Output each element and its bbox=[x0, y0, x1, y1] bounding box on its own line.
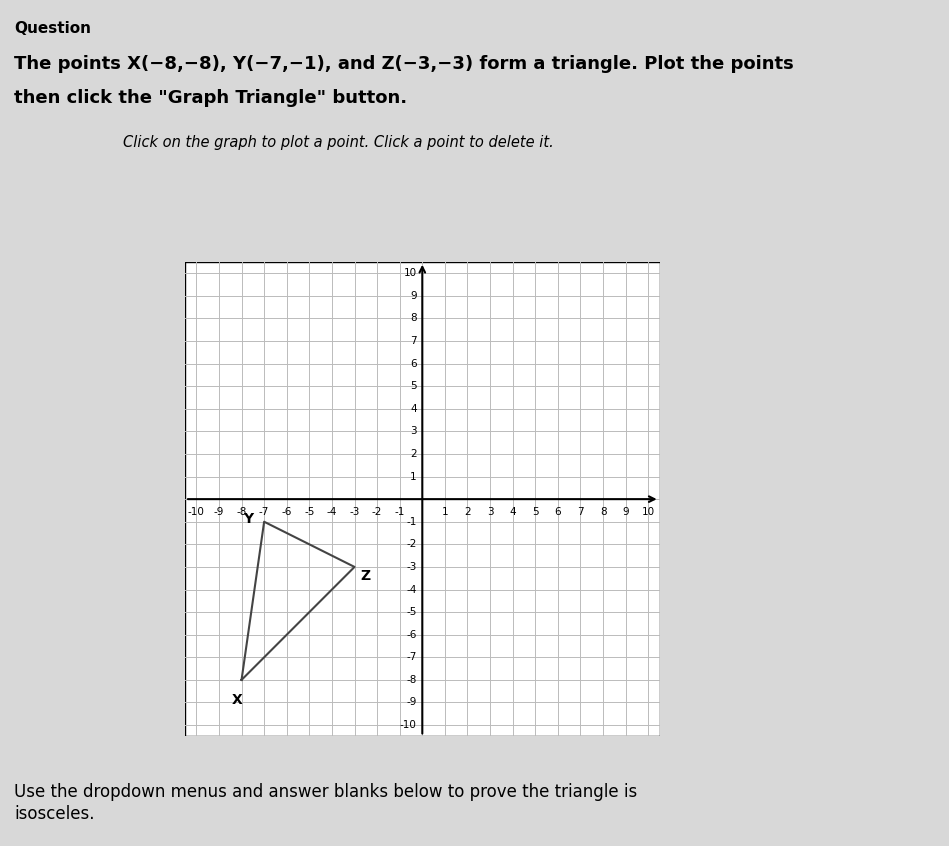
Text: -2: -2 bbox=[372, 507, 382, 517]
Text: -9: -9 bbox=[214, 507, 224, 517]
Text: 2: 2 bbox=[410, 449, 417, 459]
Text: 2: 2 bbox=[464, 507, 471, 517]
Text: then click the "Graph Triangle" button.: then click the "Graph Triangle" button. bbox=[14, 89, 407, 107]
Text: -5: -5 bbox=[304, 507, 314, 517]
Text: 10: 10 bbox=[642, 507, 655, 517]
Text: -4: -4 bbox=[326, 507, 337, 517]
Text: Y: Y bbox=[243, 513, 252, 526]
Text: -7: -7 bbox=[406, 652, 417, 662]
Text: -6: -6 bbox=[282, 507, 292, 517]
Text: Z: Z bbox=[361, 569, 370, 583]
Text: 1: 1 bbox=[441, 507, 448, 517]
Text: -4: -4 bbox=[406, 585, 417, 595]
Text: -9: -9 bbox=[406, 697, 417, 707]
Text: 1: 1 bbox=[410, 471, 417, 481]
Text: -10: -10 bbox=[188, 507, 205, 517]
Text: 5: 5 bbox=[410, 382, 417, 391]
Text: -6: -6 bbox=[406, 629, 417, 640]
Text: -2: -2 bbox=[406, 540, 417, 549]
Text: isosceles.: isosceles. bbox=[14, 805, 95, 823]
Text: X: X bbox=[232, 694, 242, 707]
Text: -1: -1 bbox=[395, 507, 405, 517]
Text: 4: 4 bbox=[510, 507, 516, 517]
Text: 10: 10 bbox=[403, 268, 417, 278]
Text: -5: -5 bbox=[406, 607, 417, 617]
Text: 4: 4 bbox=[410, 404, 417, 414]
Text: 8: 8 bbox=[600, 507, 606, 517]
Text: -3: -3 bbox=[406, 562, 417, 572]
Text: 3: 3 bbox=[410, 426, 417, 437]
Text: -8: -8 bbox=[236, 507, 247, 517]
Text: 9: 9 bbox=[410, 291, 417, 301]
Text: -1: -1 bbox=[406, 517, 417, 527]
Text: -8: -8 bbox=[406, 675, 417, 685]
Text: -10: -10 bbox=[400, 720, 417, 730]
Text: 7: 7 bbox=[410, 336, 417, 346]
Text: 7: 7 bbox=[577, 507, 584, 517]
Text: 6: 6 bbox=[410, 359, 417, 369]
Text: 3: 3 bbox=[487, 507, 493, 517]
Text: 9: 9 bbox=[623, 507, 629, 517]
Text: Use the dropdown menus and answer blanks below to prove the triangle is: Use the dropdown menus and answer blanks… bbox=[14, 783, 638, 800]
Text: -7: -7 bbox=[259, 507, 270, 517]
Text: -3: -3 bbox=[349, 507, 360, 517]
Text: 6: 6 bbox=[554, 507, 561, 517]
Text: 8: 8 bbox=[410, 313, 417, 323]
Text: Click on the graph to plot a point. Click a point to delete it.: Click on the graph to plot a point. Clic… bbox=[123, 135, 554, 151]
Text: The points X(−8,−8), Y(−7,−1), and Z(−3,−3) form a triangle. Plot the points: The points X(−8,−8), Y(−7,−1), and Z(−3,… bbox=[14, 55, 794, 73]
Text: Question: Question bbox=[14, 21, 91, 36]
Text: 5: 5 bbox=[532, 507, 539, 517]
